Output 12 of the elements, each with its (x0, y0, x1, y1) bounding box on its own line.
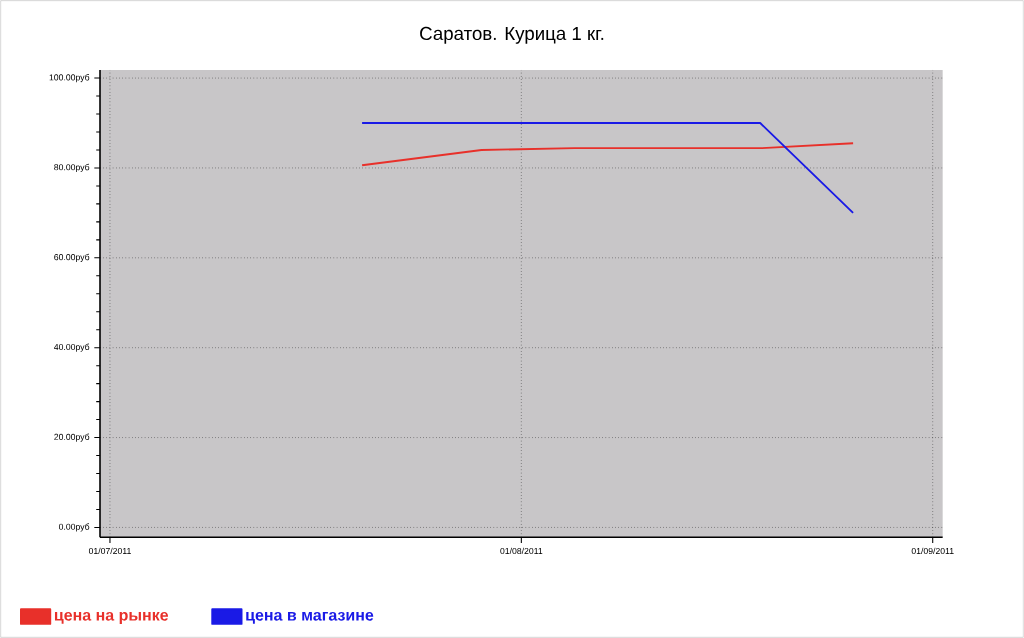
y-tick-label: 60.00руб (54, 253, 90, 262)
legend-label: цена в магазине (246, 611, 374, 624)
y-tick-label: 80.00руб (54, 163, 90, 173)
y-tick-label: 40.00руб (54, 343, 90, 352)
chart-title: Саратов. Курица 1 кг. (420, 26, 604, 44)
x-tick-label: 01/08/2011 (500, 547, 543, 555)
y-tick-label: 100.00руб (49, 74, 90, 83)
legend-label: цена на рынке (54, 611, 169, 624)
x-tick-label: 01/09/2011 (911, 547, 954, 555)
y-tick-label: 0.00руб (58, 523, 90, 532)
y-tick-label: 20.00руб (54, 433, 90, 442)
x-tick-label: 01/07/2011 (88, 547, 131, 555)
